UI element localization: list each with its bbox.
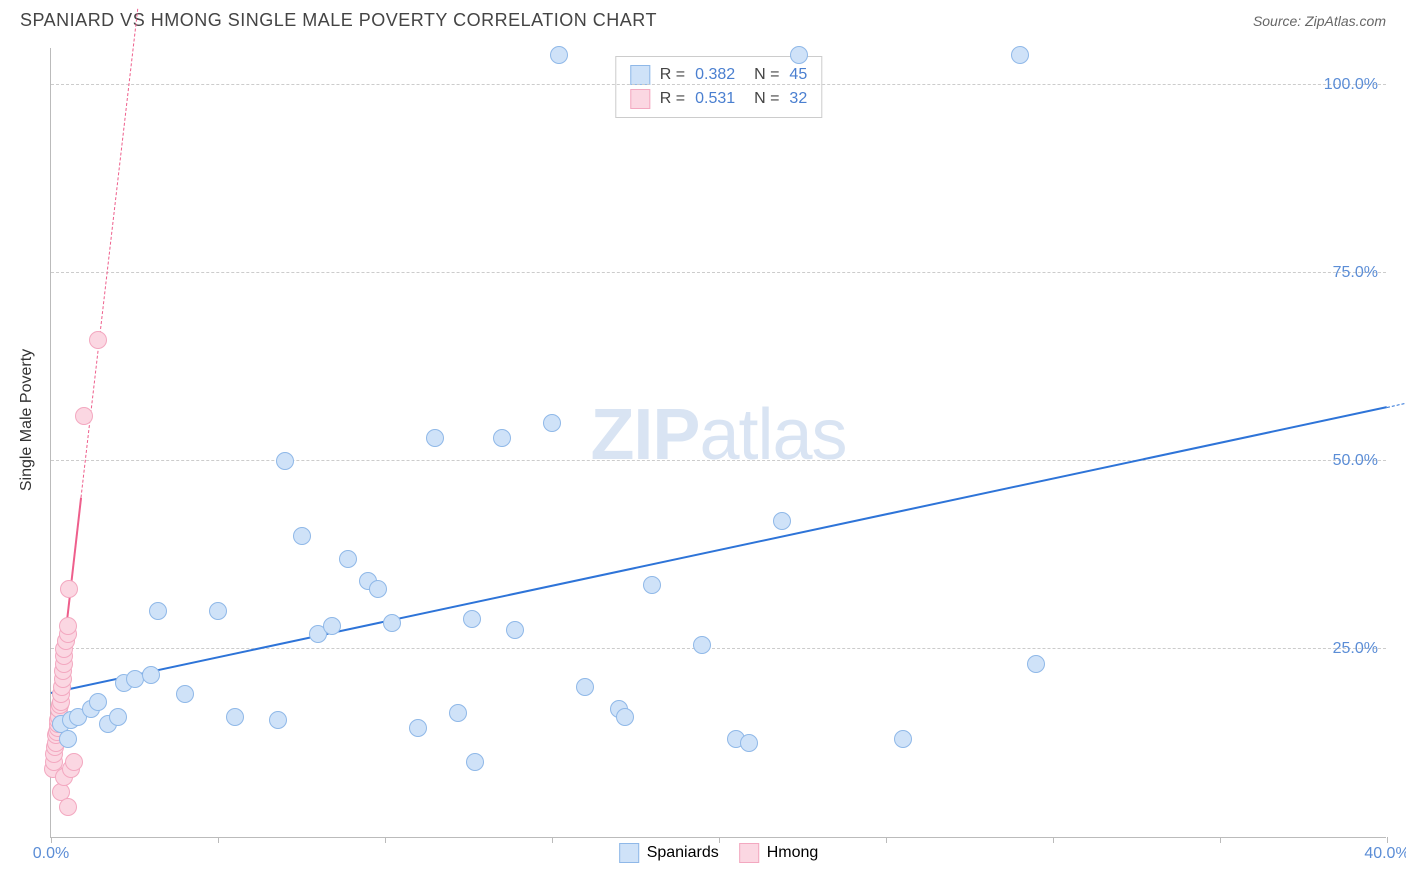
data-point-spaniards <box>126 670 144 688</box>
y-tick-label: 25.0% <box>1333 640 1378 658</box>
data-point-hmong <box>59 798 77 816</box>
legend: Spaniards Hmong <box>619 843 819 863</box>
trend-line <box>51 406 1387 694</box>
data-point-hmong <box>59 617 77 635</box>
data-point-spaniards <box>894 730 912 748</box>
y-tick-label: 75.0% <box>1333 264 1378 282</box>
data-point-spaniards <box>176 685 194 703</box>
gridline <box>51 460 1386 461</box>
data-point-spaniards <box>773 512 791 530</box>
y-axis-label: Single Male Poverty <box>18 349 36 491</box>
stat-r-value: 0.382 <box>695 66 735 84</box>
data-point-spaniards <box>59 730 77 748</box>
data-point-spaniards <box>550 46 568 64</box>
data-point-hmong <box>75 407 93 425</box>
trend-line-extension <box>81 9 139 498</box>
x-tick-label: 0.0% <box>33 845 69 863</box>
data-point-hmong <box>89 331 107 349</box>
x-tick <box>51 837 52 843</box>
chart-title: SPANIARD VS HMONG SINGLE MALE POVERTY CO… <box>20 10 657 31</box>
data-point-spaniards <box>142 666 160 684</box>
x-tick <box>552 837 553 843</box>
data-point-spaniards <box>493 429 511 447</box>
x-tick-label: 40.0% <box>1364 845 1406 863</box>
data-point-spaniards <box>293 527 311 545</box>
data-point-spaniards <box>576 678 594 696</box>
data-point-spaniards <box>693 636 711 654</box>
data-point-spaniards <box>339 550 357 568</box>
data-point-spaniards <box>463 610 481 628</box>
source-label: Source: ZipAtlas.com <box>1253 13 1386 29</box>
legend-item: Hmong <box>739 843 819 863</box>
data-point-hmong <box>60 580 78 598</box>
stat-n-label: N = <box>745 90 779 108</box>
x-tick <box>218 837 219 843</box>
stat-n-label: N = <box>745 66 779 84</box>
correlation-stats-box: R = 0.382 N = 45 R = 0.531 N = 32 <box>615 56 822 118</box>
scatter-chart: ZIPatlas R = 0.382 N = 45 R = 0.531 N = 3… <box>50 48 1386 838</box>
data-point-spaniards <box>149 602 167 620</box>
legend-swatch <box>739 843 759 863</box>
data-point-spaniards <box>89 693 107 711</box>
y-tick-label: 100.0% <box>1324 76 1378 94</box>
stat-r-value: 0.531 <box>695 90 735 108</box>
x-tick <box>719 837 720 843</box>
data-point-spaniards <box>1011 46 1029 64</box>
data-point-spaniards <box>426 429 444 447</box>
stats-row: R = 0.531 N = 32 <box>630 87 807 111</box>
data-point-spaniards <box>226 708 244 726</box>
legend-swatch <box>619 843 639 863</box>
legend-label: Hmong <box>767 844 819 862</box>
data-point-hmong <box>65 753 83 771</box>
legend-swatch <box>630 65 650 85</box>
stat-r-label: R = <box>660 90 685 108</box>
data-point-spaniards <box>790 46 808 64</box>
x-tick <box>1220 837 1221 843</box>
y-tick-label: 50.0% <box>1333 452 1378 470</box>
stat-r-label: R = <box>660 66 685 84</box>
data-point-spaniards <box>449 704 467 722</box>
data-point-spaniards <box>643 576 661 594</box>
data-point-spaniards <box>383 614 401 632</box>
gridline <box>51 84 1386 85</box>
data-point-spaniards <box>369 580 387 598</box>
legend-item: Spaniards <box>619 843 719 863</box>
data-point-spaniards <box>209 602 227 620</box>
stat-n-value: 45 <box>789 66 807 84</box>
chart-header: SPANIARD VS HMONG SINGLE MALE POVERTY CO… <box>0 0 1406 37</box>
data-point-spaniards <box>323 617 341 635</box>
trend-line-extension <box>1387 370 1406 409</box>
data-point-spaniards <box>543 414 561 432</box>
x-tick <box>886 837 887 843</box>
data-point-spaniards <box>276 452 294 470</box>
data-point-spaniards <box>269 711 287 729</box>
legend-label: Spaniards <box>647 844 719 862</box>
data-point-spaniards <box>109 708 127 726</box>
data-point-spaniards <box>466 753 484 771</box>
legend-swatch <box>630 89 650 109</box>
data-point-spaniards <box>409 719 427 737</box>
stat-n-value: 32 <box>789 90 807 108</box>
x-tick <box>1387 837 1388 843</box>
data-point-spaniards <box>506 621 524 639</box>
x-tick <box>1053 837 1054 843</box>
x-tick <box>385 837 386 843</box>
gridline <box>51 272 1386 273</box>
data-point-spaniards <box>616 708 634 726</box>
data-point-spaniards <box>1027 655 1045 673</box>
watermark: ZIPatlas <box>590 393 846 475</box>
data-point-spaniards <box>740 734 758 752</box>
